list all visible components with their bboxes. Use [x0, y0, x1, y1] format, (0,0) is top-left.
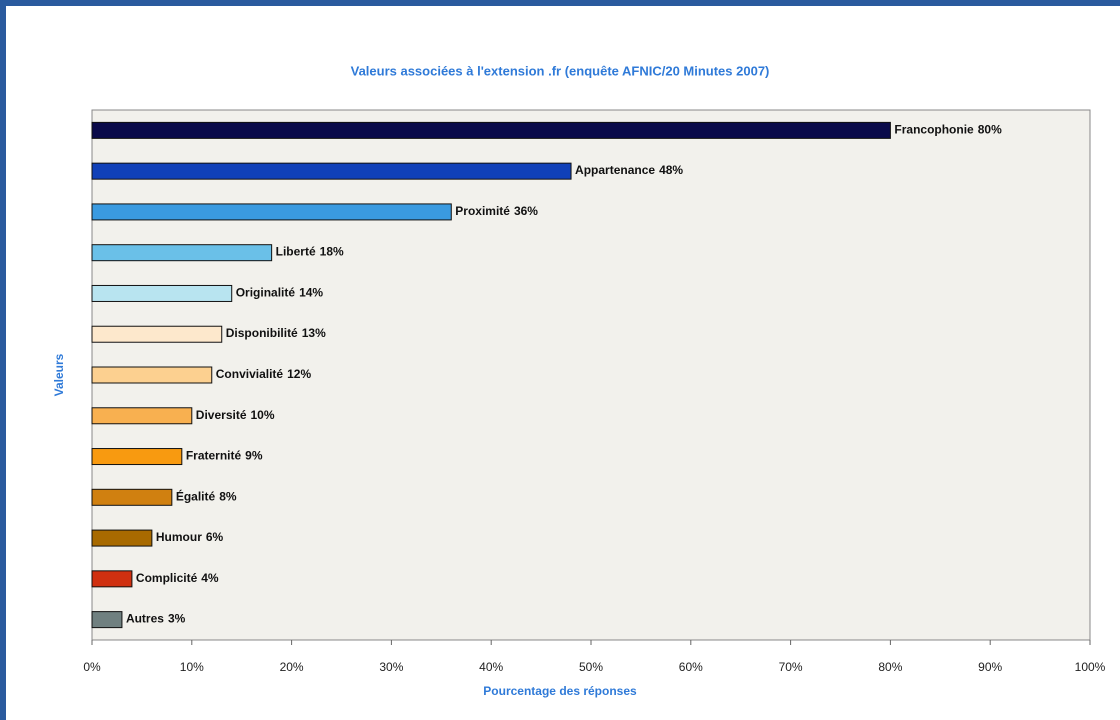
data-label-category: Disponibilité — [226, 326, 298, 340]
data-label-category: Fraternité — [186, 449, 242, 463]
data-label-category: Francophonie — [894, 123, 974, 137]
x-tick-label: 90% — [978, 660, 1002, 674]
chart-title: Valeurs associées à l'extension .fr (enq… — [351, 63, 770, 78]
data-label: Disponibilité 13% — [226, 326, 326, 340]
bar — [91, 529, 153, 547]
x-tick-label: 100% — [1075, 660, 1106, 674]
bar — [91, 121, 891, 139]
data-label-value: 10% — [251, 408, 275, 422]
bar — [91, 488, 173, 506]
bar — [91, 203, 452, 221]
data-label-category: Proximité — [455, 204, 510, 218]
x-tick-label: 50% — [579, 660, 603, 674]
data-label-value: 8% — [219, 489, 237, 503]
bar — [91, 366, 213, 384]
data-label-value: 18% — [320, 245, 344, 259]
plot-area — [91, 109, 1091, 641]
x-tick-label: 40% — [479, 660, 503, 674]
x-tick-label: 60% — [679, 660, 703, 674]
x-tick-label: 80% — [878, 660, 902, 674]
data-label-value: 3% — [168, 612, 186, 626]
y-axis-label: Valeurs — [52, 353, 66, 396]
data-label-category: Autres — [126, 612, 164, 626]
data-label-category: Originalité — [236, 286, 296, 300]
bar — [91, 448, 183, 466]
bar — [91, 611, 123, 629]
data-label-category: Diversité — [196, 408, 247, 422]
data-label-category: Complicité — [136, 571, 198, 585]
data-label: Autres 3% — [126, 612, 186, 626]
data-label: Complicité 4% — [136, 571, 219, 585]
data-label: Égalité 8% — [176, 488, 237, 503]
bar — [91, 162, 572, 180]
data-label: Originalité 14% — [236, 286, 324, 300]
x-tick-label: 10% — [180, 660, 204, 674]
x-axis-label: Pourcentage des réponses — [483, 684, 637, 698]
x-tick-label: 30% — [379, 660, 403, 674]
data-label: Liberté 18% — [276, 245, 344, 259]
bar — [91, 570, 133, 588]
data-label-value: 13% — [302, 326, 326, 340]
x-tick-label: 0% — [83, 660, 101, 674]
data-label: Fraternité 9% — [186, 449, 263, 463]
bar — [91, 325, 223, 343]
data-label-value: 4% — [201, 571, 219, 585]
data-label: Humour 6% — [156, 530, 224, 544]
bar — [91, 244, 273, 262]
bar — [91, 407, 193, 425]
data-label: Francophonie 80% — [894, 123, 1002, 137]
data-label: Convivialité 12% — [216, 367, 312, 381]
data-label-category: Liberté — [276, 245, 316, 259]
data-label-value: 9% — [245, 449, 263, 463]
data-label-category: Appartenance — [575, 163, 655, 177]
data-label: Appartenance 48% — [575, 163, 683, 177]
data-label-value: 6% — [206, 530, 224, 544]
data-label-category: Humour — [156, 530, 202, 544]
data-label-category: Égalité — [176, 488, 216, 503]
data-label-value: 12% — [287, 367, 311, 381]
x-tick-label: 20% — [280, 660, 304, 674]
data-label: Diversité 10% — [196, 408, 275, 422]
x-tick-label: 70% — [779, 660, 803, 674]
data-label-category: Convivialité — [216, 367, 284, 381]
data-label: Proximité 36% — [455, 204, 538, 218]
data-label-value: 80% — [978, 123, 1002, 137]
data-label-value: 14% — [299, 286, 323, 300]
bar — [91, 284, 233, 302]
data-label-value: 36% — [514, 204, 538, 218]
data-label-value: 48% — [659, 163, 683, 177]
